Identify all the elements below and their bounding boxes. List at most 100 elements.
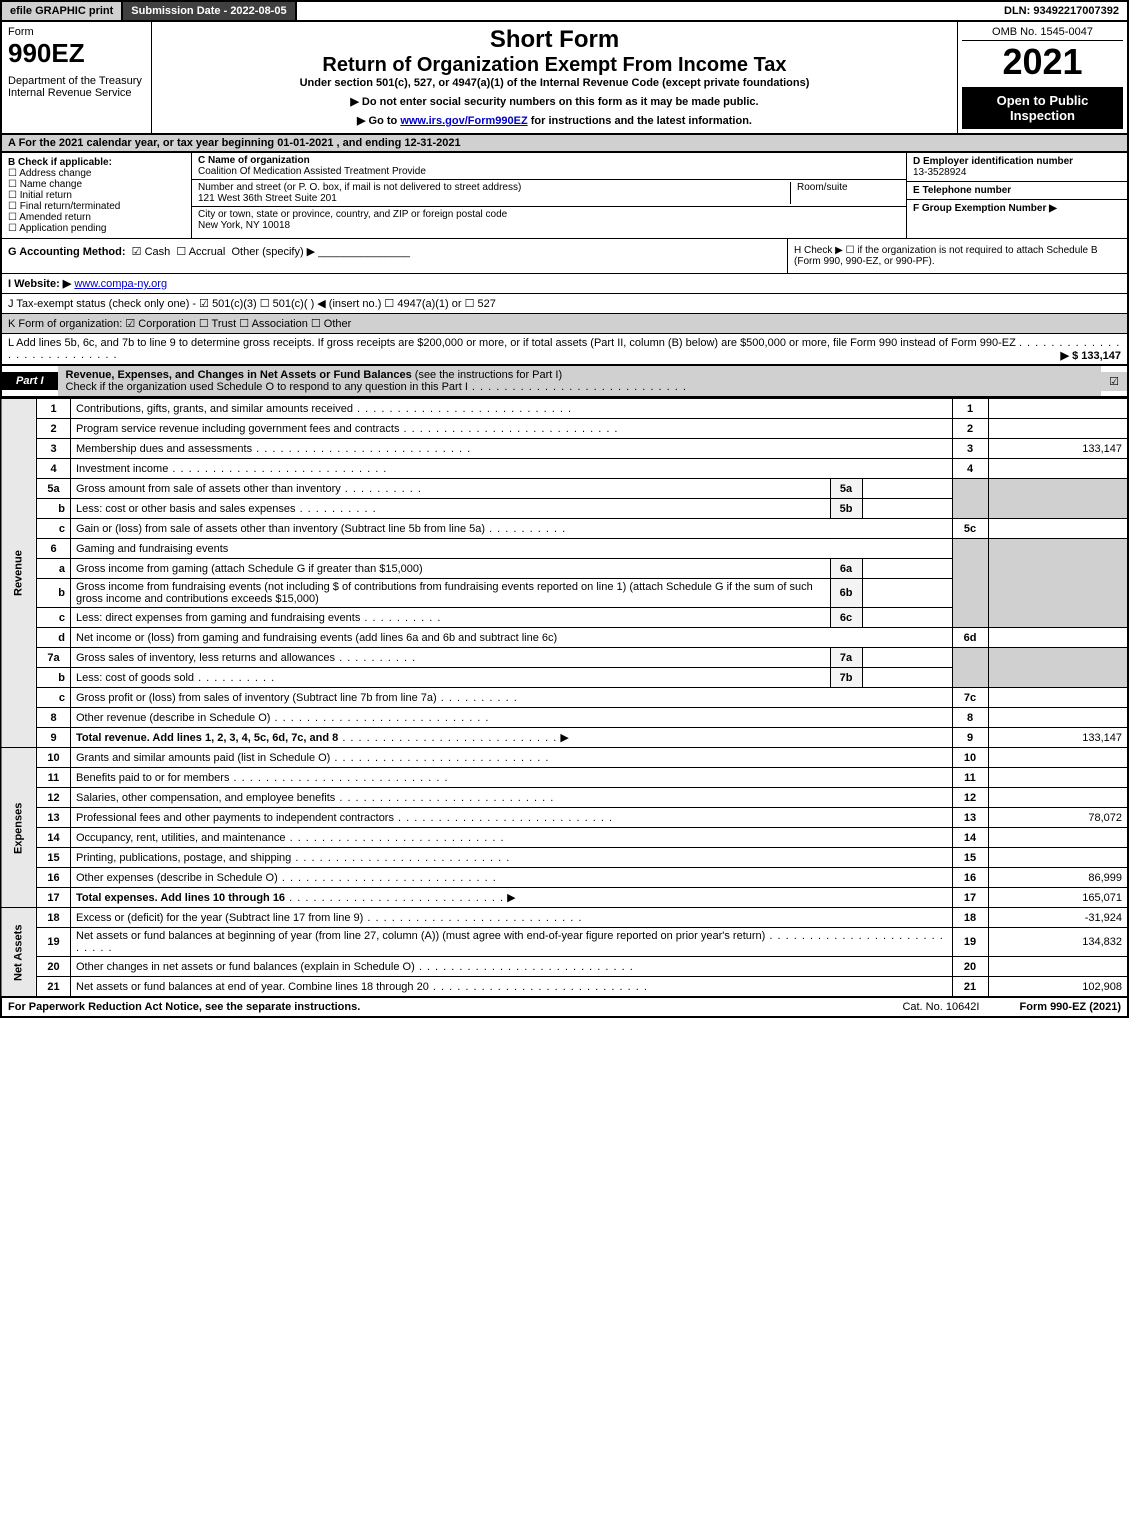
val-19: 134,832 (988, 928, 1128, 957)
ein-value: 13-3528924 (913, 167, 966, 178)
line-5a: Gross amount from sale of assets other t… (71, 479, 831, 499)
l-text: L Add lines 5b, 6c, and 7b to line 9 to … (8, 337, 1016, 349)
expenses-label: Expenses (1, 748, 37, 908)
line-11: Benefits paid to or for members (71, 768, 953, 788)
j-tax-exempt: J Tax-exempt status (check only one) - ☑… (0, 293, 1129, 313)
line-14: Occupancy, rent, utilities, and maintena… (71, 828, 953, 848)
omb-number: OMB No. 1545-0047 (962, 26, 1123, 41)
val-1 (988, 399, 1128, 419)
line-15: Printing, publications, postage, and shi… (71, 848, 953, 868)
chk-application-pending[interactable]: Application pending (8, 223, 185, 234)
g-label: G Accounting Method: (8, 246, 126, 258)
line-19: Net assets or fund balances at beginning… (71, 928, 953, 957)
part-1-table: Revenue 1 Contributions, gifts, grants, … (0, 398, 1129, 997)
val-3: 133,147 (988, 439, 1128, 459)
note2-post: for instructions and the latest informat… (528, 115, 752, 127)
chk-final-return[interactable]: Final return/terminated (8, 201, 185, 212)
form-number: 990EZ (8, 38, 145, 69)
footer-left: For Paperwork Reduction Act Notice, see … (8, 1001, 360, 1013)
line-12: Salaries, other compensation, and employ… (71, 788, 953, 808)
revenue-label: Revenue (1, 399, 37, 748)
room-suite-label: Room/suite (790, 182, 900, 204)
line-7a: Gross sales of inventory, less returns a… (71, 648, 831, 668)
i-website-row: I Website: ▶ www.compa-ny.org (0, 273, 1129, 293)
efile-print-button[interactable]: efile GRAPHIC print (2, 2, 123, 20)
val-9: 133,147 (988, 728, 1128, 748)
g-accrual[interactable]: Accrual (189, 246, 226, 258)
instructions-link-row: ▶ Go to www.irs.gov/Form990EZ for instru… (156, 114, 953, 127)
line-5b: Less: cost or other basis and sales expe… (71, 499, 831, 519)
org-name: Coalition Of Medication Assisted Treatme… (198, 166, 426, 177)
line-3: Membership dues and assessments (71, 439, 953, 459)
top-bar: efile GRAPHIC print Submission Date - 20… (0, 0, 1129, 22)
val-21: 102,908 (988, 977, 1128, 997)
line-6b: Gross income from fundraising events (no… (71, 579, 831, 608)
l-value: ▶ $ 133,147 (1061, 349, 1121, 362)
g-other[interactable]: Other (specify) ▶ (232, 246, 316, 258)
footer-cat-no: Cat. No. 10642I (902, 1001, 979, 1013)
org-city: New York, NY 10018 (198, 220, 290, 231)
part-1-header: Part I Revenue, Expenses, and Changes in… (0, 365, 1129, 398)
website-link[interactable]: www.compa-ny.org (74, 278, 167, 290)
val-17: 165,071 (988, 888, 1128, 908)
line-21: Net assets or fund balances at end of ye… (71, 977, 953, 997)
page-footer: For Paperwork Reduction Act Notice, see … (0, 997, 1129, 1018)
b-header: B Check if applicable: (8, 157, 185, 168)
line-13: Professional fees and other payments to … (71, 808, 953, 828)
column-c: C Name of organization Coalition Of Medi… (192, 153, 907, 238)
org-street: 121 West 36th Street Suite 201 (198, 193, 337, 204)
open-to-public-badge: Open to Public Inspection (962, 87, 1123, 129)
info-block: B Check if applicable: Address change Na… (0, 153, 1129, 238)
submission-date-button[interactable]: Submission Date - 2022-08-05 (123, 2, 296, 20)
line-7b: Less: cost of goods sold (71, 668, 831, 688)
line-17: Total expenses. Add lines 10 through 16 … (71, 888, 953, 908)
line-6a: Gross income from gaming (attach Schedul… (71, 559, 831, 579)
line-4: Investment income (71, 459, 953, 479)
line-7c: Gross profit or (loss) from sales of inv… (71, 688, 953, 708)
line-18: Excess or (deficit) for the year (Subtra… (71, 908, 953, 928)
k-form-of-org: K Form of organization: ☑ Corporation ☐ … (0, 313, 1129, 333)
form-header: Form 990EZ Department of the Treasury In… (0, 22, 1129, 135)
val-2 (988, 419, 1128, 439)
net-assets-label: Net Assets (1, 908, 37, 997)
header-left: Form 990EZ Department of the Treasury In… (2, 22, 152, 133)
part-1-check-note: Check if the organization used Schedule … (66, 381, 468, 393)
c-name-label: C Name of organization (198, 155, 310, 166)
line-2: Program service revenue including govern… (71, 419, 953, 439)
line-20: Other changes in net assets or fund bala… (71, 957, 953, 977)
ssn-warning: ▶ Do not enter social security numbers o… (156, 95, 953, 108)
header-right: OMB No. 1545-0047 2021 Open to Public In… (957, 22, 1127, 133)
gh-row: G Accounting Method: ☑ Cash ☐ Accrual Ot… (0, 238, 1129, 273)
header-mid: Short Form Return of Organization Exempt… (152, 22, 957, 133)
section-a: A For the 2021 calendar year, or tax yea… (0, 135, 1129, 153)
chk-address-change[interactable]: Address change (8, 168, 185, 179)
g-accounting: G Accounting Method: ☑ Cash ☐ Accrual Ot… (2, 239, 787, 273)
part-1-title: Revenue, Expenses, and Changes in Net As… (58, 366, 1102, 396)
tax-year: 2021 (962, 41, 1123, 83)
e-label: E Telephone number (913, 185, 1011, 196)
line-6: Gaming and fundraising events (71, 539, 953, 559)
part-1-checkbox[interactable]: ☑ (1101, 372, 1127, 391)
c-city-label: City or town, state or province, country… (198, 209, 507, 220)
l-gross-receipts: L Add lines 5b, 6c, and 7b to line 9 to … (0, 333, 1129, 365)
line-1: Contributions, gifts, grants, and simila… (71, 399, 953, 419)
i-label: I Website: ▶ (8, 278, 71, 290)
chk-name-change[interactable]: Name change (8, 179, 185, 190)
short-form-label: Short Form (156, 26, 953, 54)
department-label: Department of the Treasury Internal Reve… (8, 75, 145, 99)
chk-initial-return[interactable]: Initial return (8, 190, 185, 201)
val-4 (988, 459, 1128, 479)
f-label: F Group Exemption Number ▶ (913, 203, 1057, 214)
val-18: -31,924 (988, 908, 1128, 928)
chk-amended-return[interactable]: Amended return (8, 212, 185, 223)
line-6d: Net income or (loss) from gaming and fun… (71, 628, 953, 648)
g-cash[interactable]: Cash (145, 246, 171, 258)
note2-pre: ▶ Go to (357, 115, 400, 127)
line-6c: Less: direct expenses from gaming and fu… (71, 608, 831, 628)
irs-link[interactable]: www.irs.gov/Form990EZ (400, 115, 527, 127)
form-title: Return of Organization Exempt From Incom… (156, 54, 953, 77)
c-street-label: Number and street (or P. O. box, if mail… (198, 182, 521, 193)
line-5c: Gain or (loss) from sale of assets other… (71, 519, 953, 539)
column-de: D Employer identification number 13-3528… (907, 153, 1127, 238)
dln-label: DLN: 93492217007392 (996, 2, 1127, 20)
